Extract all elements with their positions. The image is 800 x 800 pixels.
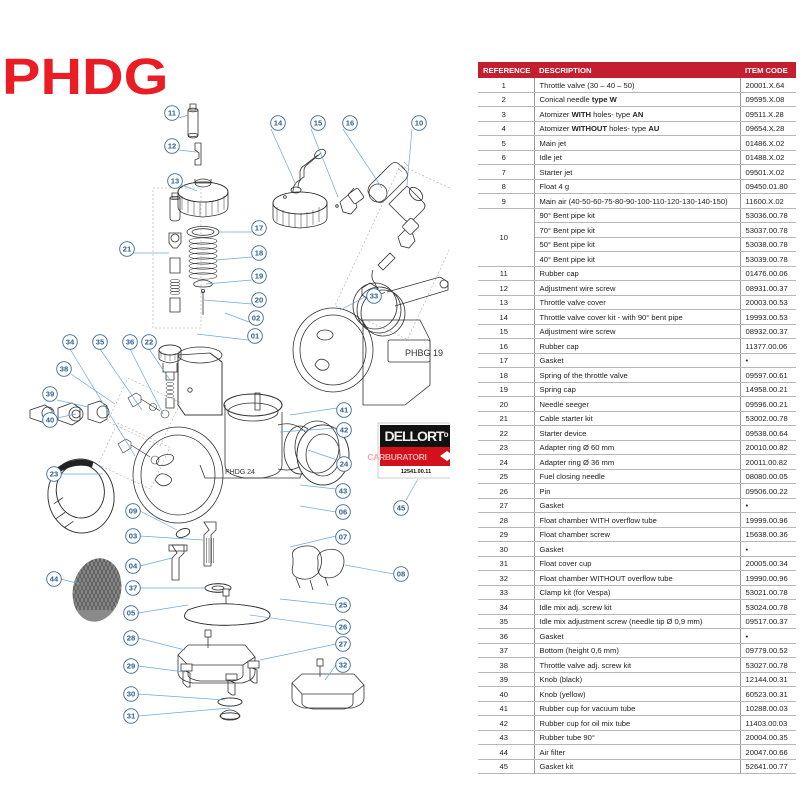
svg-text:06: 06	[339, 508, 347, 517]
svg-text:PHBG 19: PHBG 19	[405, 348, 443, 358]
svg-text:37: 37	[129, 584, 137, 593]
svg-text:30: 30	[127, 690, 135, 699]
svg-text:18: 18	[255, 249, 263, 258]
svg-text:16: 16	[346, 119, 354, 128]
svg-text:05: 05	[127, 609, 136, 618]
svg-text:27: 27	[339, 640, 347, 649]
svg-text:11: 11	[168, 109, 177, 118]
svg-text:25: 25	[339, 601, 348, 610]
svg-text:19: 19	[255, 272, 263, 281]
svg-text:20: 20	[255, 296, 263, 305]
svg-text:CARBURATORI: CARBURATORI	[367, 452, 426, 462]
svg-text:08: 08	[397, 570, 405, 579]
svg-text:38: 38	[60, 365, 68, 374]
svg-text:22: 22	[145, 338, 153, 347]
svg-text:28: 28	[127, 634, 135, 643]
svg-text:13: 13	[171, 177, 179, 186]
svg-text:04: 04	[129, 562, 138, 571]
svg-text:44: 44	[50, 575, 59, 584]
svg-text:02: 02	[252, 314, 260, 323]
svg-text:32: 32	[339, 661, 347, 670]
svg-text:03: 03	[129, 532, 137, 541]
svg-text:15: 15	[314, 119, 323, 128]
svg-text:40: 40	[46, 416, 54, 425]
svg-text:26: 26	[339, 623, 347, 632]
svg-text:09: 09	[129, 507, 137, 516]
svg-text:10: 10	[415, 119, 423, 128]
svg-text:36: 36	[126, 338, 134, 347]
svg-text:01: 01	[251, 332, 260, 341]
svg-text:42: 42	[340, 426, 348, 435]
svg-text:14: 14	[274, 119, 283, 128]
svg-text:PHDG 24: PHDG 24	[225, 469, 255, 476]
svg-text:23: 23	[50, 470, 58, 479]
svg-text:43: 43	[339, 487, 347, 496]
svg-text:34: 34	[66, 338, 75, 347]
svg-text:29: 29	[127, 662, 135, 671]
svg-text:41: 41	[340, 406, 349, 415]
svg-text:31: 31	[127, 712, 136, 721]
svg-text:33: 33	[370, 292, 378, 301]
svg-text:39: 39	[46, 390, 54, 399]
svg-text:12: 12	[168, 142, 176, 151]
svg-text:35: 35	[96, 338, 105, 347]
svg-text:DELLORTo: DELLORTo	[385, 428, 449, 444]
svg-text:07: 07	[339, 533, 347, 542]
svg-text:24: 24	[340, 460, 349, 469]
svg-text:17: 17	[255, 224, 263, 233]
svg-text:45: 45	[397, 504, 406, 513]
svg-text:21: 21	[123, 245, 132, 254]
svg-text:12541.00.11: 12541.00.11	[401, 469, 431, 475]
